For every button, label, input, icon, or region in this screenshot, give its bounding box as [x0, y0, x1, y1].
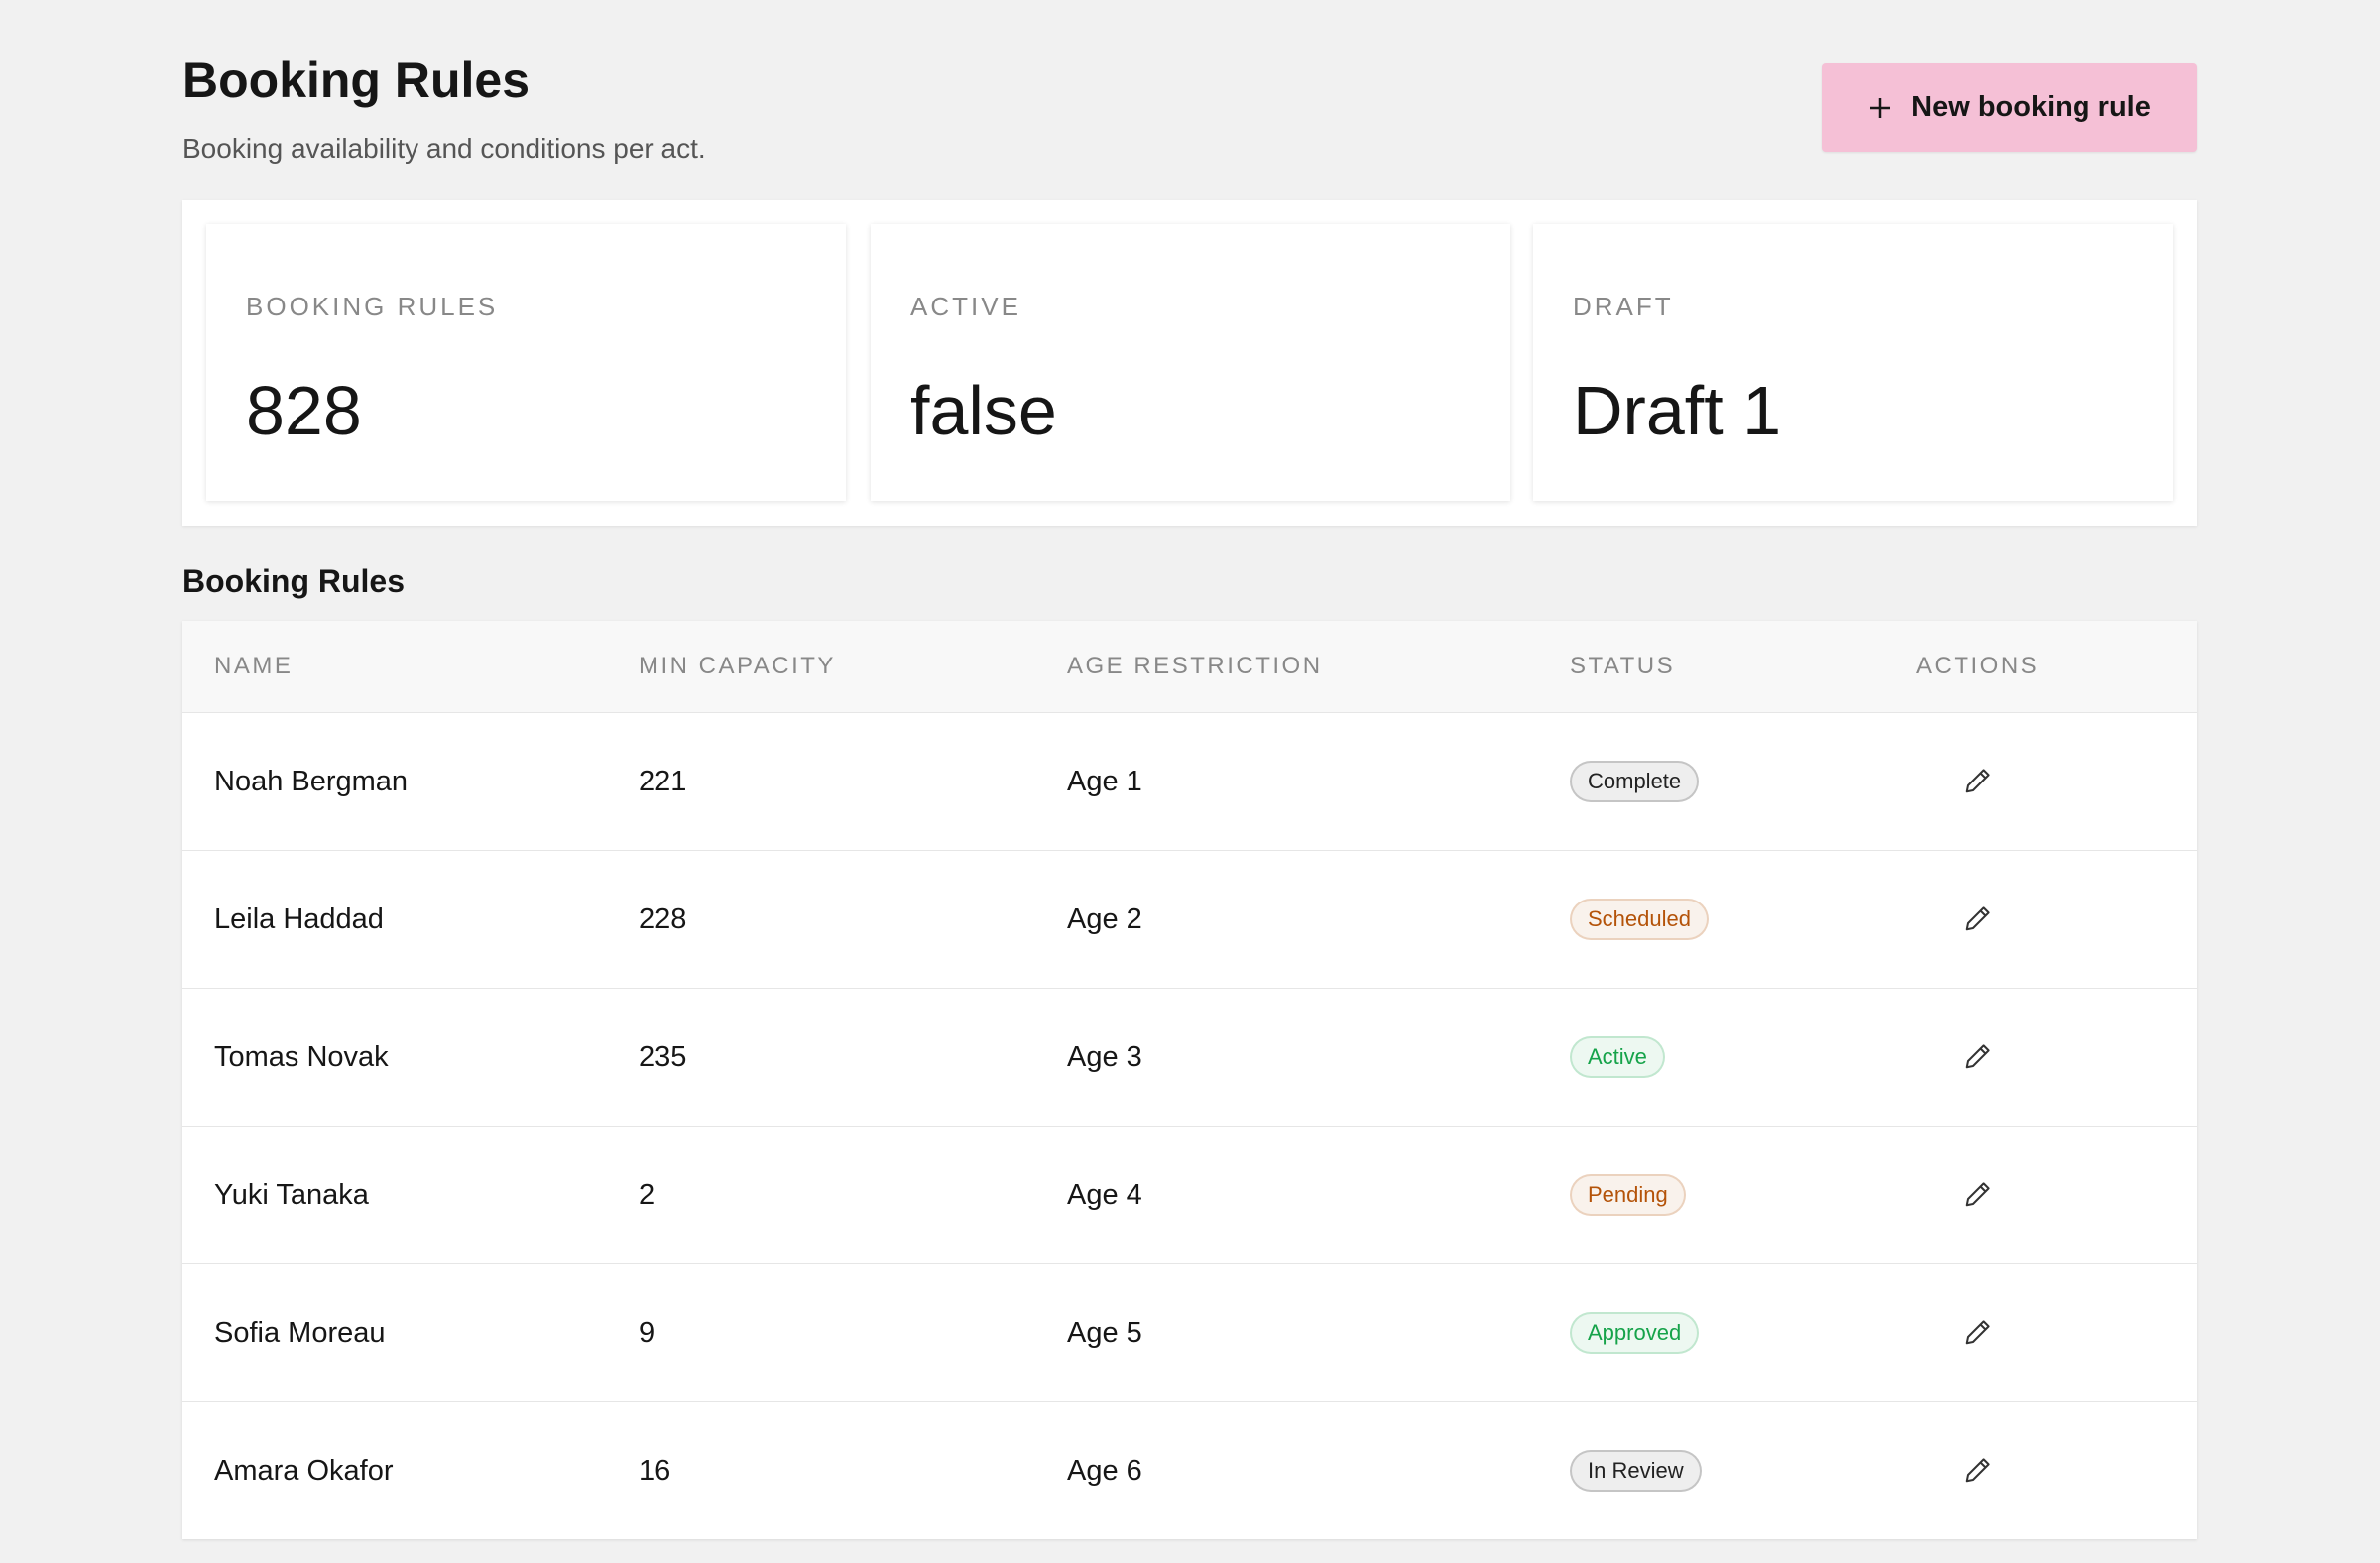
column-header: STATUS	[1570, 653, 1676, 679]
cell-age-restriction: Age 3	[1067, 1040, 1142, 1073]
cell-min-capacity: 228	[639, 902, 687, 935]
edit-button[interactable]	[1961, 1315, 1996, 1351]
status-badge: Active	[1570, 1036, 1665, 1078]
status-badge: Complete	[1570, 761, 1700, 802]
cell-age-restriction: Age 4	[1067, 1178, 1142, 1211]
table-row: Noah Bergman 221 Age 1 Complete	[182, 712, 2197, 850]
actions-cell	[1961, 1402, 1996, 1539]
edit-button[interactable]	[1961, 1039, 1996, 1075]
status-badge: Pending	[1570, 1174, 1686, 1216]
cell-age-restriction: Age 6	[1067, 1454, 1142, 1487]
cell-name: Tomas Novak	[214, 1040, 389, 1073]
cell-name: Noah Bergman	[214, 765, 409, 797]
header-row: NAME MIN CAPACITY AGE RESTRICTION STATUS ACT…	[182, 621, 2197, 712]
status-cell: Approved	[1570, 1264, 1700, 1401]
cell-name: Sofia Moreau	[214, 1316, 386, 1349]
actions-cell	[1961, 851, 1996, 988]
edit-button[interactable]	[1961, 1177, 1996, 1213]
status-badge: Scheduled	[1570, 899, 1709, 940]
cell-min-capacity: 235	[639, 1040, 687, 1073]
stat-label: BOOKING RULES	[246, 292, 499, 321]
cell-min-capacity: 221	[639, 765, 687, 797]
cell-name: Leila Haddad	[214, 902, 384, 935]
cell-age-restriction: Age 5	[1067, 1316, 1142, 1349]
stat-card: DRAFT Draft 1	[1533, 224, 2173, 501]
table-row: Sofia Moreau 9 Age 5 Approved	[182, 1263, 2197, 1401]
stats-panel: BOOKING RULES 828 ACTIVE false DRAFT Draft 1	[182, 200, 2197, 526]
column-header: AGE RESTRICTION	[1067, 653, 1323, 679]
button-label: New booking rule	[1911, 91, 2151, 123]
pencil-icon	[1965, 768, 1990, 792]
stat-value: Draft 1	[1573, 372, 1782, 449]
edit-button[interactable]	[1961, 902, 1996, 937]
table-row: Tomas Novak 235 Age 3 Active	[182, 988, 2197, 1126]
cell-age-restriction: Age 2	[1067, 902, 1142, 935]
edit-button[interactable]	[1961, 1453, 1996, 1489]
stat-value: 828	[246, 372, 362, 449]
page-title: Booking Rules	[182, 53, 531, 108]
actions-cell	[1961, 1127, 1996, 1263]
table-row: Amara Okafor 16 Age 6 In Review	[182, 1401, 2197, 1539]
stat-label: DRAFT	[1573, 292, 1674, 321]
status-badge: In Review	[1570, 1450, 1702, 1492]
plus-icon	[1870, 97, 1891, 118]
actions-cell	[1961, 713, 1996, 850]
status-cell: Scheduled	[1570, 851, 1709, 988]
status-badge: Approved	[1570, 1312, 1700, 1354]
cell-min-capacity: 16	[639, 1454, 671, 1487]
stat-label: ACTIVE	[910, 292, 1021, 321]
table-row: Yuki Tanaka 2 Age 4 Pending	[182, 1126, 2197, 1263]
column-header: MIN CAPACITY	[639, 653, 836, 679]
cell-age-restriction: Age 1	[1067, 765, 1142, 797]
pencil-icon	[1965, 1043, 1990, 1068]
cell-min-capacity: 2	[639, 1178, 655, 1211]
new-button[interactable]: New booking rule	[1822, 63, 2197, 152]
edit-button[interactable]	[1961, 764, 1996, 799]
table: NAME MIN CAPACITY AGE RESTRICTION STATUS ACT…	[182, 621, 2197, 1539]
column-header: NAME	[214, 653, 294, 679]
pencil-icon	[1965, 1181, 1990, 1206]
cell-name: Yuki Tanaka	[214, 1178, 369, 1211]
status-cell: Complete	[1570, 713, 1700, 850]
cell-min-capacity: 9	[639, 1316, 655, 1349]
actions-cell	[1961, 1264, 1996, 1401]
pencil-icon	[1965, 1319, 1990, 1344]
status-cell: Pending	[1570, 1127, 1686, 1263]
stat-card: ACTIVE false	[871, 224, 1510, 501]
pencil-icon	[1965, 905, 1990, 930]
status-cell: In Review	[1570, 1402, 1702, 1539]
pencil-icon	[1965, 1457, 1990, 1482]
column-header: ACTIONS	[1916, 653, 2040, 679]
page-subtitle: Booking availability and conditions per …	[182, 133, 706, 164]
cell-name: Amara Okafor	[214, 1454, 394, 1487]
actions-cell	[1961, 989, 1996, 1126]
table-row: Leila Haddad 228 Age 2 Scheduled	[182, 850, 2197, 988]
stat-value: false	[910, 372, 1057, 449]
stat-card: BOOKING RULES 828	[206, 224, 846, 501]
section-title: Booking Rules	[182, 563, 406, 599]
status-cell: Active	[1570, 989, 1665, 1126]
